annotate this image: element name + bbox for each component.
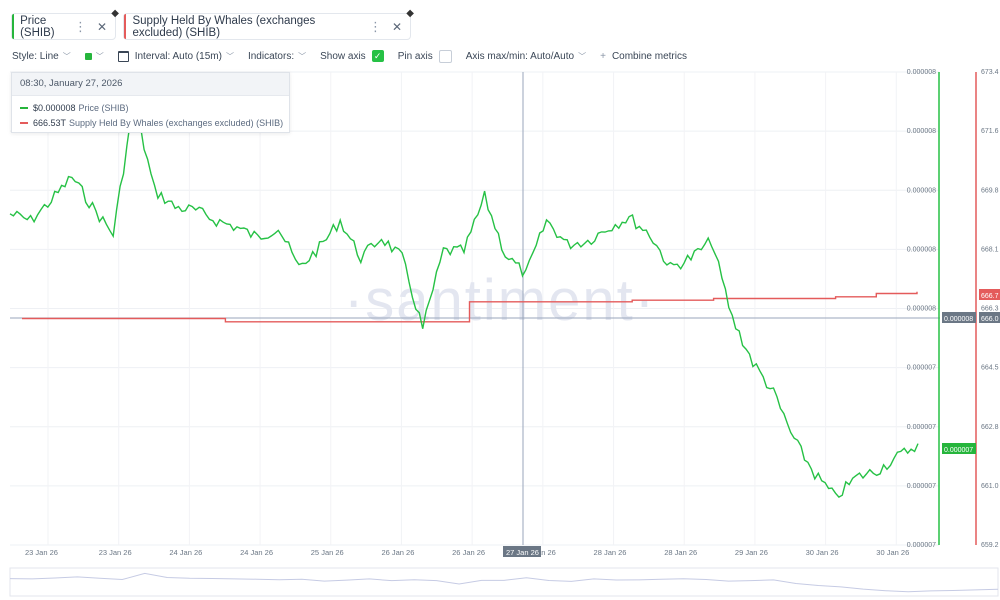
santiment-watermark: ·santiment· — [344, 268, 656, 333]
interval-label: Interval: Auto (15m) — [134, 50, 222, 62]
supply-axis-tick: 662.8 — [981, 424, 999, 431]
supply-axis-tick: 666.3 — [981, 306, 999, 313]
x-tick-label: 29 Jan 26 — [735, 548, 768, 557]
price-series-line — [9, 102, 919, 498]
tooltip-price-label: Price (SHIB) — [78, 103, 129, 113]
price-tab-close-icon[interactable]: ✕ — [96, 19, 107, 34]
tooltip-supply-label: Supply Held By Whales (exchanges exclude… — [69, 118, 284, 128]
calendar-icon — [117, 50, 129, 62]
supply-cursor-badge-text: 666.0 — [981, 316, 999, 323]
whales-tab-close-icon[interactable]: ✕ — [391, 19, 402, 34]
metric-tab-whales[interactable]: Supply Held By Whales (exchanges exclude… — [123, 8, 414, 40]
style-dropdown[interactable]: Style: Line ﹀ — [12, 51, 71, 62]
metric-tab-price[interactable]: Price (SHIB) ⋮ ✕ ◆ — [11, 8, 119, 40]
x-tick-label: 26 Jan 26 — [452, 548, 485, 557]
cursor-date-label: 27 Jan 26 — [506, 548, 539, 557]
price-tab-menu-icon[interactable]: ⋮ — [73, 18, 87, 34]
supply-axis-tick: 671.6 — [981, 128, 999, 135]
x-tick-label: 23 Jan 26 — [99, 548, 132, 557]
tooltip-row-supply: 666.53T Supply Held By Whales (exchanges… — [20, 117, 289, 129]
indicators-dropdown[interactable]: Indicators: ﹀ — [248, 51, 306, 62]
interval-dropdown[interactable]: Interval: Auto (15m) ﹀ — [117, 50, 234, 62]
supply-axis-tick: 669.8 — [981, 187, 999, 194]
price-axis-tick: 0.000008 — [907, 69, 936, 76]
navigator-line — [9, 572, 999, 593]
price-axis-tick: 0.000007 — [907, 542, 936, 549]
combine-metrics-button[interactable]: + Combine metrics — [600, 51, 687, 62]
x-tick-label: 30 Jan 26 — [806, 548, 839, 557]
tooltip-price-value: $0.000008 — [33, 103, 76, 113]
price-last-badge — [942, 443, 976, 454]
pin-axis-label: Pin axis — [397, 50, 433, 62]
color-swatch — [84, 52, 92, 60]
x-tick-label: 24 Jan 26 — [169, 548, 202, 557]
navigator-overview — [9, 567, 999, 597]
whales-tab-label: Supply Held By Whales (exchanges exclude… — [132, 14, 316, 39]
chevron-down-icon: ﹀ — [225, 51, 234, 61]
supply-last-badge-text: 666.7 — [981, 293, 999, 300]
whales-tab-menu-icon[interactable]: ⋮ — [368, 18, 382, 34]
price-cursor-badge-text: 0.000008 — [944, 316, 973, 323]
supply-axis-tick: 659.2 — [981, 542, 999, 549]
style-label: Style: Line — [12, 50, 59, 62]
whales-color-bar — [124, 14, 127, 39]
pin-axis-toggle[interactable]: Pin axis — [397, 49, 452, 63]
pin-axis-checkbox[interactable] — [438, 49, 452, 63]
plus-icon: + — [600, 50, 606, 62]
price-axis-tick: 0.000008 — [907, 306, 936, 313]
price-tab-label: Price (SHIB) — [20, 14, 55, 39]
tooltip-legend-line — [20, 122, 28, 124]
x-tick-label: 28 Jan 26 — [664, 548, 697, 557]
ethereum-icon: ◆ — [406, 8, 414, 19]
price-cursor-badge — [942, 312, 976, 323]
show-axis-checkbox[interactable]: ✓ — [371, 50, 384, 62]
x-tick-label: 24 Jan 26 — [240, 548, 273, 557]
price-last-badge-text: 0.000007 — [944, 447, 973, 454]
ethereum-icon: ◆ — [111, 8, 119, 19]
show-axis-label: Show axis — [320, 50, 366, 62]
tooltip-datetime: 08:30, January 27, 2026 — [12, 73, 289, 96]
x-tick-label: 25 Jan 26 — [311, 548, 344, 557]
chart-tooltip: 08:30, January 27, 2026 $0.000008 Price … — [11, 72, 290, 133]
x-tick-label: 26 Jan 26 — [381, 548, 414, 557]
tooltip-supply-value: 666.53T — [33, 118, 67, 128]
price-axis-tick: 0.000007 — [907, 483, 936, 490]
price-axis-tick: 0.000007 — [907, 365, 936, 372]
price-color-bar — [12, 14, 15, 39]
supply-last-badge — [979, 289, 1000, 300]
axis-minmax-dropdown[interactable]: Axis max/min: Auto/Auto ﹀ — [466, 51, 586, 62]
combine-metrics-label: Combine metrics — [611, 50, 687, 62]
show-axis-toggle[interactable]: Show axis ✓ — [320, 50, 384, 62]
indicators-label: Indicators: — [247, 50, 295, 62]
cursor-date-badge — [503, 546, 541, 557]
x-tick-label: 28 Jan 26 — [594, 548, 627, 557]
supply-axis-tick: 664.5 — [981, 365, 999, 372]
supply-axis-tick: 661.0 — [981, 483, 999, 490]
price-axis-tick: 0.000008 — [907, 246, 936, 253]
price-axis-tick: 0.000008 — [907, 187, 936, 194]
supply-cursor-badge — [979, 312, 1000, 323]
chevron-down-icon: ﹀ — [298, 51, 307, 61]
price-axis-tick: 0.000008 — [907, 128, 936, 135]
supply-series-line — [22, 291, 918, 323]
tooltip-legend-line — [20, 107, 28, 109]
chevron-down-icon: ﹀ — [95, 51, 104, 61]
tooltip-row-price: $0.000008 Price (SHIB) — [20, 102, 289, 114]
navigator-frame — [9, 567, 999, 597]
chevron-down-icon: ﹀ — [62, 51, 71, 61]
x-tick-label: 30 Jan 26 — [876, 548, 909, 557]
chevron-down-icon: ﹀ — [578, 51, 587, 61]
color-picker[interactable]: ﹀ — [84, 51, 104, 62]
chart-toolbar: Style: Line ﹀ ﹀ Interval: Auto (15m) ﹀ Ind… — [12, 48, 701, 64]
axis-minmax-label: Axis max/min: Auto/Auto — [465, 50, 575, 62]
x-tick-label: 23 Jan 26 — [25, 548, 58, 557]
supply-axis-tick: 668.1 — [981, 246, 999, 253]
supply-axis-tick: 673.4 — [981, 69, 999, 76]
price-axis-tick: 0.000007 — [907, 424, 936, 431]
